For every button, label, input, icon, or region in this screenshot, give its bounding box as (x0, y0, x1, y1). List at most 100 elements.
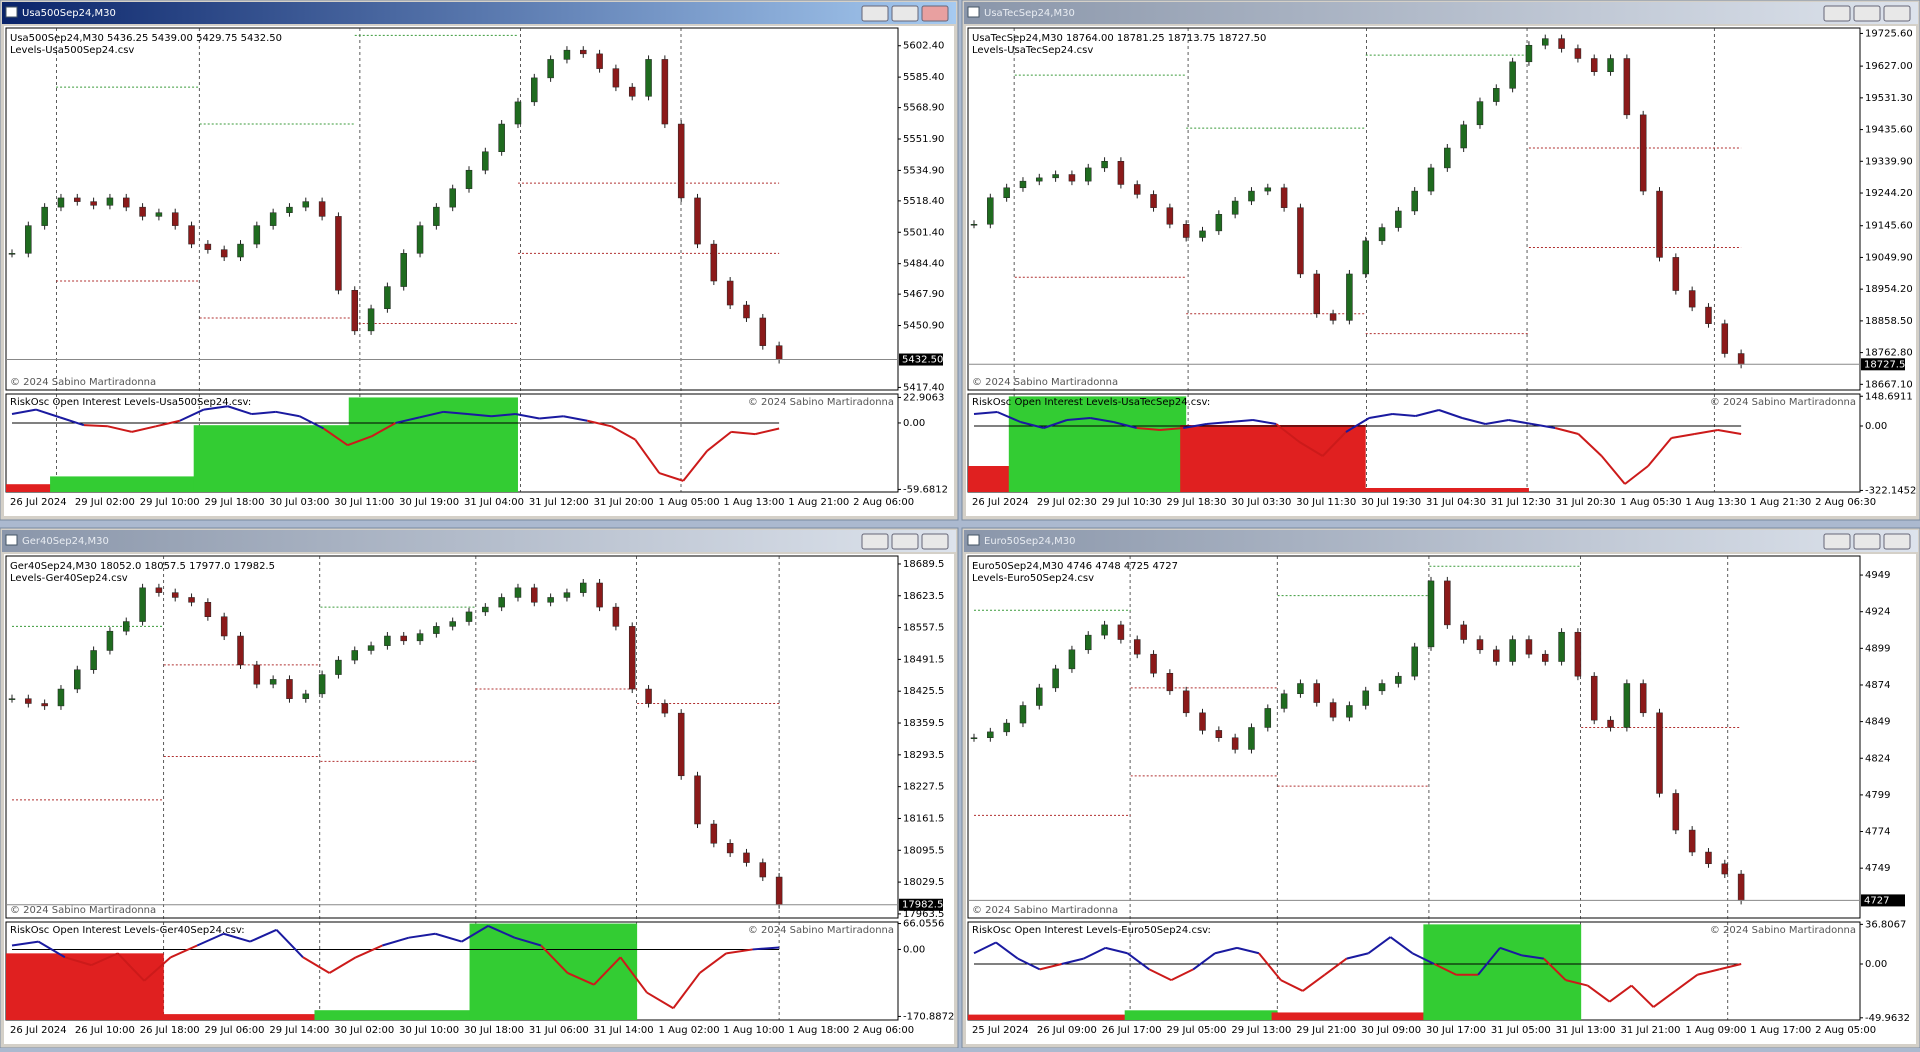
minimize-button[interactable] (861, 5, 889, 22)
window-icon (967, 6, 980, 18)
chart-window[interactable]: UsaTecSep24,M30 19725.60 19627.00 19531.30 1… (961, 0, 1920, 521)
price-tick-label: 4774 (1865, 827, 1890, 838)
osc-tick-label: 66.0556 (903, 919, 944, 930)
time-label: 1 Aug 09:00 (1685, 1025, 1746, 1036)
osc-line (1183, 423, 1207, 429)
price-tick-label: 18762.80 (1865, 348, 1913, 359)
candle (498, 123, 505, 152)
title-bar[interactable] (2, 2, 956, 24)
maximize-button[interactable] (1853, 5, 1881, 22)
osc-line (355, 944, 383, 959)
candle (74, 669, 81, 690)
candle (25, 225, 32, 254)
osc-line (117, 952, 145, 982)
candle (1590, 58, 1598, 73)
chart-window[interactable]: Usa500Sep24,M30 5602.40 5585.40 5568.90 5551… (0, 0, 959, 521)
title-bar[interactable] (964, 2, 1918, 24)
price-tick-label: 18689.5 (903, 559, 944, 570)
osc-label: RiskOsc Open Interest Levels-UsaTecSep24… (972, 397, 1210, 408)
chart-window[interactable]: Euro50Sep24,M30 4949 4924 4899 4874 4849 4824 4… (961, 527, 1920, 1049)
candle (1003, 187, 1010, 198)
candle (1346, 273, 1353, 321)
oi-block (50, 476, 200, 492)
time-label: 29 Jul 05:00 (1167, 1025, 1227, 1036)
time-label: 26 Jul 17:00 (1102, 1025, 1162, 1036)
time-label: 1 Aug 05:00 (659, 497, 720, 508)
close-button[interactable] (921, 533, 949, 550)
time-label: 29 Jul 13:00 (1231, 1025, 1291, 1036)
time-label: 30 Jul 11:30 (1296, 497, 1356, 508)
price-tick-label: 18667.10 (1865, 379, 1913, 390)
levels-file: Levels-UsaTecSep24.csv (972, 45, 1093, 56)
candle (1280, 187, 1288, 208)
time-label: 30 Jul 03:00 (269, 497, 329, 508)
price-tick-label: 5484.40 (903, 259, 944, 270)
candle (1737, 353, 1745, 365)
close-button[interactable] (1883, 533, 1911, 550)
osc-line (515, 413, 540, 420)
osc-line (395, 416, 420, 424)
close-button[interactable] (921, 5, 949, 22)
osc-line (699, 952, 727, 974)
title-bar[interactable] (964, 530, 1918, 552)
osc-tick-label: 22.9063 (903, 392, 944, 403)
osc-line (443, 410, 468, 416)
price-tick-label: 19627.00 (1865, 61, 1913, 72)
candle (1705, 306, 1712, 324)
candle (1411, 646, 1418, 677)
osc-tick-label: 0.00 (1865, 959, 1887, 970)
price-tick-label: 4824 (1865, 753, 1890, 764)
osc-line (1302, 973, 1326, 992)
chart-window[interactable]: Ger40Sep24,M30 18689.5 18623.5 18557.5 18491… (0, 527, 959, 1049)
candle (106, 197, 114, 206)
candle (563, 592, 571, 598)
minimize-button[interactable] (861, 533, 889, 550)
candle (1493, 88, 1500, 102)
candle (1101, 624, 1108, 636)
osc-line (593, 956, 622, 986)
osc-tick-label: -59.6812 (903, 484, 948, 495)
copyright: © 2024 Sabino Martiradonna (748, 397, 894, 408)
candle (25, 698, 32, 704)
osc-line (1280, 979, 1304, 992)
minimize-button[interactable] (1823, 533, 1851, 550)
title-bar[interactable] (2, 530, 956, 552)
candle (596, 582, 603, 608)
maximize-button[interactable] (891, 533, 919, 550)
osc-line (1105, 946, 1128, 955)
levels-file: Levels-Euro50Sep24.csv (972, 573, 1094, 584)
symbol-header: Ger40Sep24,M30 18052.0 18057.5 17977.0 1… (10, 561, 275, 572)
candle (514, 587, 522, 598)
candle (1705, 851, 1712, 865)
time-label: 1 Aug 13:30 (1685, 497, 1746, 508)
candle (1215, 214, 1223, 232)
window-icon (967, 534, 980, 546)
price-tick-label: 4849 (1865, 717, 1890, 728)
price-tick-label: 18029.5 (903, 877, 944, 888)
close-button[interactable] (1883, 5, 1911, 22)
osc-line (1694, 429, 1719, 435)
osc-line (179, 408, 205, 422)
price-tick-label: 5534.90 (903, 165, 944, 176)
candle (367, 308, 375, 332)
current-price-box (899, 353, 943, 366)
maximize-button[interactable] (1853, 533, 1881, 550)
osc-line (1039, 963, 1062, 971)
price-panel (967, 27, 1861, 391)
price-tick-label: 19049.90 (1865, 252, 1913, 263)
window-title: Usa500Sep24,M30 (22, 8, 116, 19)
candle (1068, 649, 1076, 670)
osc-line (461, 925, 489, 943)
osc-line (35, 408, 61, 419)
maximize-button[interactable] (891, 5, 919, 22)
candle (237, 243, 244, 258)
window-icon (5, 6, 18, 18)
window-title: Ger40Sep24,M30 (22, 536, 109, 547)
candle (1607, 719, 1614, 728)
candle (286, 679, 293, 699)
candle (155, 212, 163, 217)
minimize-button[interactable] (1823, 5, 1851, 22)
osc-line (587, 419, 612, 428)
